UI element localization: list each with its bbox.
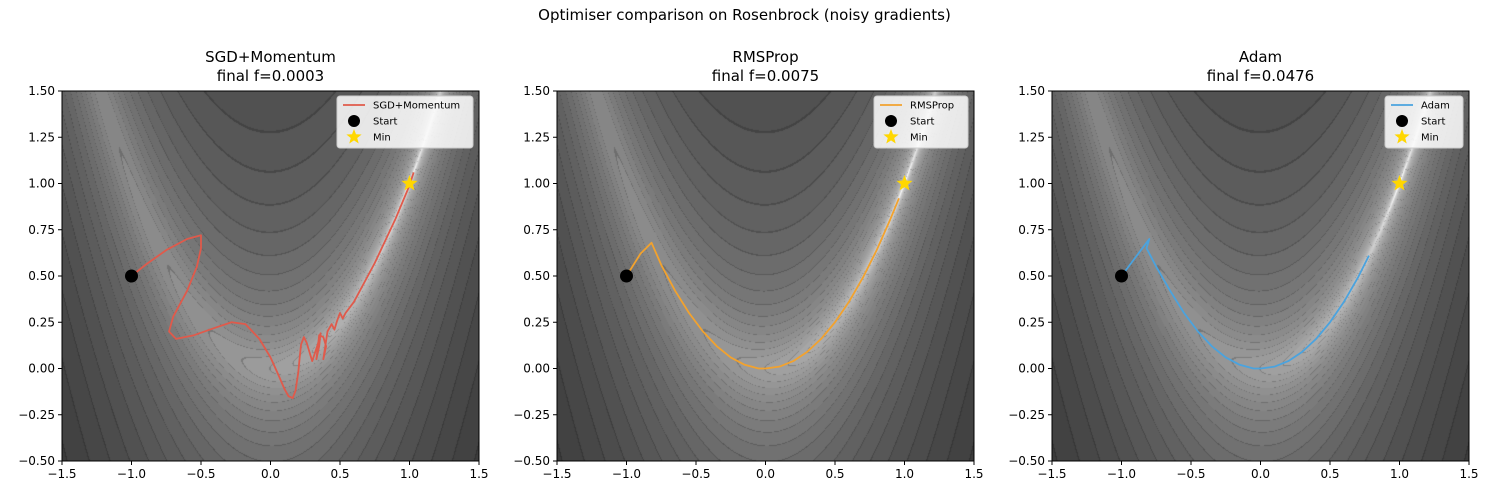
legend-label: Min: [373, 133, 391, 144]
y-tick-label: 0.00: [1018, 362, 1045, 376]
x-tick-label: 0.0: [1251, 467, 1270, 481]
x-tick-label: 1.5: [964, 467, 983, 481]
x-tick-label: 0.5: [1320, 467, 1339, 481]
min-star-marker: [896, 175, 913, 191]
start-marker: [1115, 269, 1128, 283]
x-tick-label: 0.0: [261, 467, 280, 481]
y-tick-label: 1.50: [523, 84, 550, 98]
y-tick-label: 0.75: [523, 223, 550, 237]
x-tick-label: −1.0: [117, 467, 146, 481]
legend-label: Min: [910, 133, 928, 144]
y-tick-label: 1.25: [1018, 130, 1045, 144]
subplot-3: −1.5 −1.0 −0.5 0.0 0.5 1.0 1.5 −0.50 −0.25 0.00 0.…: [1008, 48, 1478, 481]
y-tick-label: 1.25: [523, 130, 550, 144]
legend-label: Start: [373, 117, 398, 128]
figure-suptitle: Optimiser comparison on Rosenbrock (nois…: [538, 6, 951, 24]
y-tick-label: −0.50: [18, 454, 55, 468]
x-tick-label: −1.0: [612, 467, 641, 481]
x-tick-label: −1.5: [1037, 467, 1066, 481]
legend-label: Adam: [1421, 101, 1450, 112]
min-star-marker: [1391, 175, 1408, 191]
x-tick-label: −0.5: [1176, 467, 1205, 481]
x-tick-label: −1.5: [47, 467, 76, 481]
y-tick-label: 1.00: [28, 177, 55, 191]
subplot-title: SGD+Momentum: [205, 48, 336, 66]
y-tick-label: 1.50: [28, 84, 55, 98]
x-tick-label: 0.5: [825, 467, 844, 481]
y-tick-label: 1.50: [1018, 84, 1045, 98]
y-tick-label: 0.25: [28, 315, 55, 329]
trajectory-line: [625, 197, 900, 370]
y-tick-label: 0.75: [1018, 223, 1045, 237]
legend-min-swatch: [346, 129, 362, 144]
legend-start-swatch: [1396, 115, 1408, 127]
subplot-1: −1.5 −1.0 −0.5 0.0 0.5 1.0 1.5 −0.50 −0.25 0.00 0.…: [18, 48, 488, 481]
x-tick-label: 1.0: [1390, 467, 1409, 481]
legend-start-swatch: [348, 115, 360, 127]
y-tick-label: 0.50: [28, 269, 55, 283]
y-tick-label: 0.25: [1018, 315, 1045, 329]
y-tick-label: 0.00: [523, 362, 550, 376]
legend-label: Start: [1421, 117, 1446, 128]
subplot-subtitle: final f=0.0075: [712, 67, 819, 85]
y-tick-label: 1.00: [1018, 177, 1045, 191]
legend-start-swatch: [885, 115, 897, 127]
start-marker: [620, 269, 633, 283]
start-marker: [125, 269, 138, 283]
y-tick-label: 0.00: [28, 362, 55, 376]
x-tick-label: 1.0: [400, 467, 419, 481]
x-tick-label: −1.0: [1107, 467, 1136, 481]
legend: Adam Start Min: [1384, 95, 1464, 149]
x-tick-label: 0.5: [330, 467, 349, 481]
x-tick-label: 0.0: [756, 467, 775, 481]
y-tick-label: −0.25: [18, 408, 55, 422]
legend-label: Start: [910, 117, 935, 128]
y-tick-label: −0.25: [513, 408, 550, 422]
legend-min-swatch: [883, 129, 899, 144]
legend-label: Min: [1421, 133, 1439, 144]
y-tick-label: −0.50: [513, 454, 550, 468]
min-star-marker: [401, 175, 418, 191]
subplot-subtitle: final f=0.0476: [1207, 67, 1314, 85]
legend-label: SGD+Momentum: [373, 101, 460, 112]
subplot-subtitle: final f=0.0003: [217, 67, 324, 85]
trajectory-line: [1120, 238, 1370, 370]
legend-min-swatch: [1394, 129, 1410, 144]
x-tick-label: −0.5: [681, 467, 710, 481]
y-tick-label: 0.25: [523, 315, 550, 329]
y-tick-label: 0.50: [1018, 269, 1045, 283]
legend-box: [336, 95, 474, 149]
subplot-2: −1.5 −1.0 −0.5 0.0 0.5 1.0 1.5 −0.50 −0.25 0.00 0.…: [513, 48, 983, 481]
legend: SGD+Momentum Start Min: [336, 95, 474, 149]
y-tick-label: −0.50: [1008, 454, 1045, 468]
y-tick-label: −0.25: [1008, 408, 1045, 422]
subplot-title: Adam: [1239, 48, 1282, 66]
x-tick-label: 1.5: [469, 467, 488, 481]
y-tick-label: 1.25: [28, 130, 55, 144]
legend-label: RMSProp: [910, 101, 954, 112]
trajectory-line: [130, 172, 415, 399]
legend: RMSProp Start Min: [873, 95, 969, 149]
subplot-title: RMSProp: [732, 48, 798, 66]
x-tick-label: −1.5: [542, 467, 571, 481]
y-tick-label: 0.50: [523, 269, 550, 283]
y-tick-label: 1.00: [523, 177, 550, 191]
x-tick-label: 1.5: [1459, 467, 1478, 481]
x-tick-label: 1.0: [895, 467, 914, 481]
x-tick-label: −0.5: [186, 467, 215, 481]
y-tick-label: 0.75: [28, 223, 55, 237]
